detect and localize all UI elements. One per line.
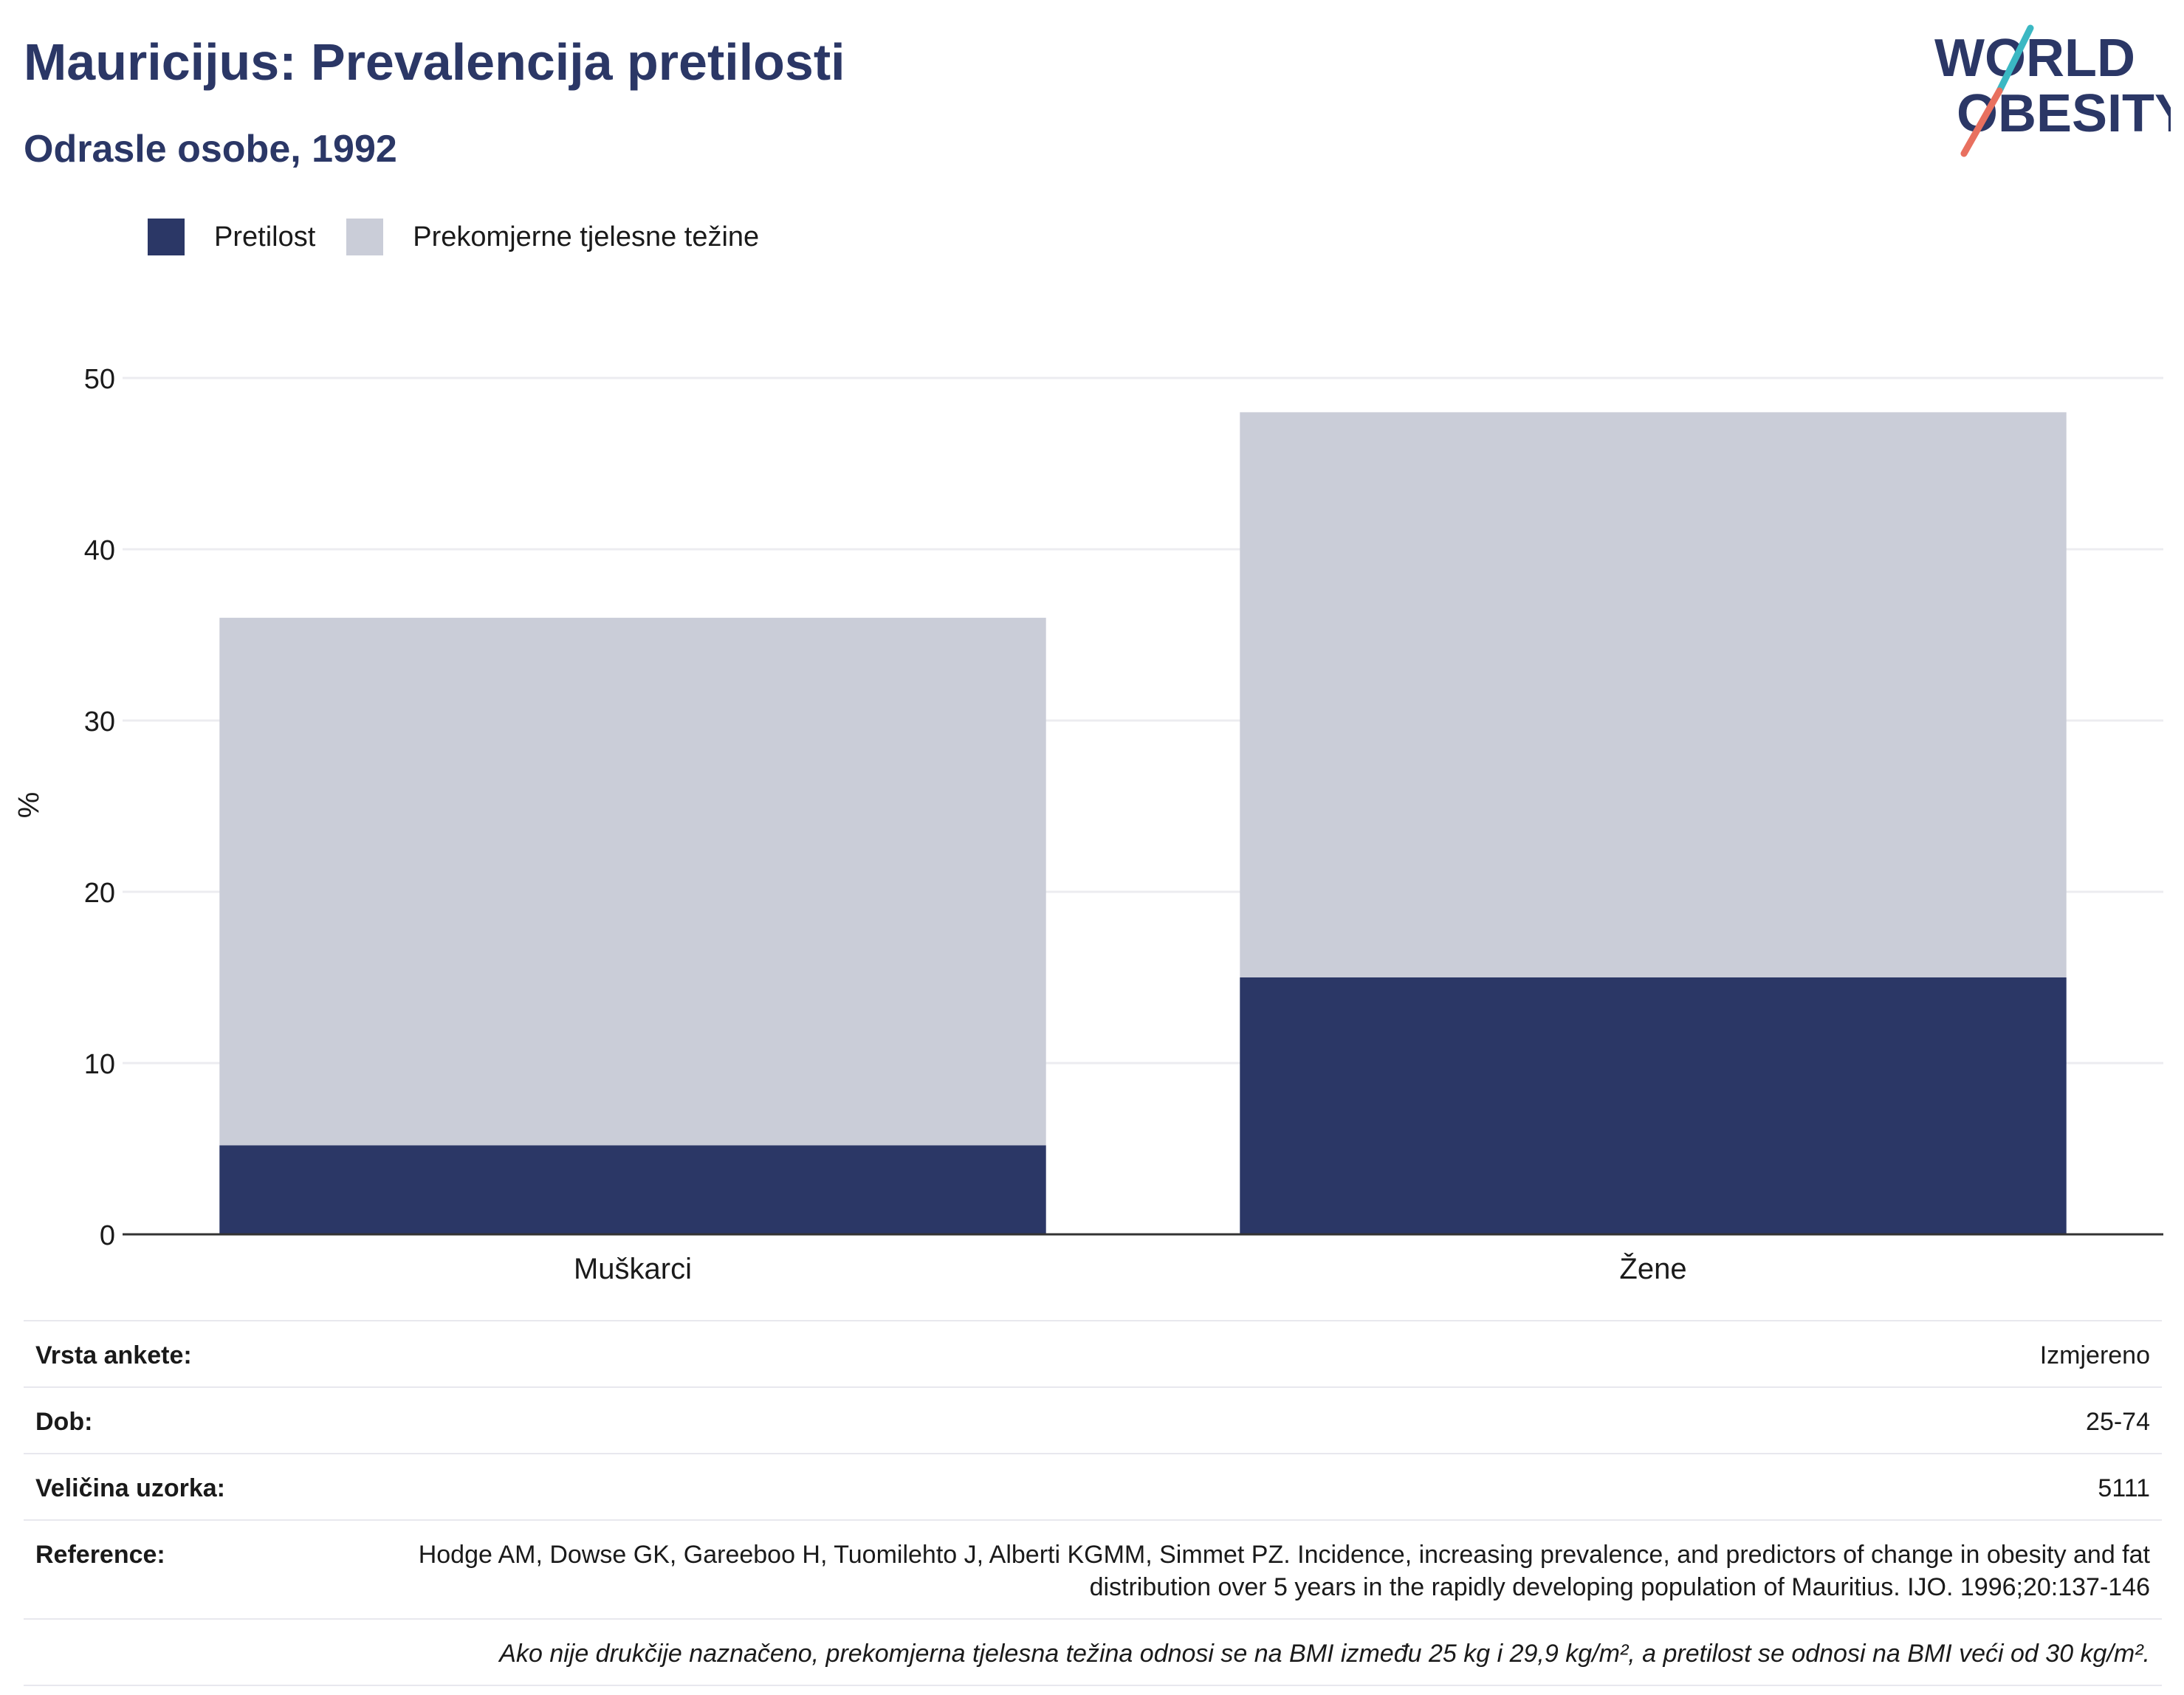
legend-item-obesity[interactable]: Pretilost: [148, 219, 315, 255]
bar-chart: 0 10 20 30 40 50 Muškarci Žene: [84, 364, 2163, 1285]
info-row-survey: Vrsta ankete: Izmjereno: [24, 1320, 2162, 1386]
legend-swatch-obesity: [148, 219, 185, 255]
info-row-note: Ako nije drukčije naznačeno, prekomjerna…: [24, 1618, 2162, 1685]
info-bottom-border: [24, 1685, 2162, 1686]
sample-label: Veličina uzorka:: [35, 1474, 225, 1502]
logo-slash-bottom: [1960, 87, 2003, 157]
bar-overweight-0: [219, 617, 1046, 1146]
y-tick-label-0: 0: [100, 1220, 115, 1251]
legend-label-overweight: Prekomjerne tjelesne težine: [413, 221, 760, 252]
x-tick-label-0: Muškarci: [574, 1253, 692, 1285]
y-tick-label-50: 50: [84, 364, 115, 395]
legend-swatch-overweight: [346, 219, 384, 255]
survey-label: Vrsta ankete:: [35, 1341, 192, 1369]
definition-note: Ako nije drukčije naznačeno, prekomjerna…: [499, 1640, 2150, 1668]
logo-word-2: OBESITY: [1957, 84, 2171, 143]
bar-obesity-1: [1240, 977, 2067, 1234]
legend: Pretilost Prekomjerne tjelesne težine: [148, 219, 790, 255]
legend-item-overweight[interactable]: Prekomjerne tjelesne težine: [346, 219, 759, 255]
page-title: Mauricijus: Prevalencija pretilosti: [24, 33, 845, 91]
reference-value: Hodge AM, Dowse GK, Gareeboo H, Tuomileh…: [418, 1541, 2150, 1601]
x-tick-label-1: Žene: [1619, 1252, 1686, 1285]
y-tick-label-10: 10: [84, 1049, 115, 1080]
info-table: Vrsta ankete: Izmjereno Dob: 25-74 Velič…: [24, 1320, 2162, 1686]
reference-label: Reference:: [35, 1541, 165, 1569]
page-subtitle: Odrasle osobe, 1992: [24, 128, 397, 171]
y-tick-label-20: 20: [84, 878, 115, 909]
logo-word-1: WORLD: [1934, 29, 2135, 88]
survey-value: Izmjereno: [2039, 1341, 2150, 1369]
y-tick-label-30: 30: [84, 706, 115, 738]
world-obesity-logo: WORLD OBESITY: [1934, 24, 2171, 157]
info-row-reference: Reference: Hodge AM, Dowse GK, Gareeboo …: [24, 1519, 2162, 1618]
legend-label-obesity: Pretilost: [214, 221, 316, 252]
y-tick-label-40: 40: [84, 535, 115, 566]
sample-value: 5111: [2098, 1474, 2150, 1502]
age-label: Dob:: [35, 1408, 93, 1436]
bar-overweight-1: [1240, 412, 2067, 977]
logo-slash-top: [1996, 24, 2034, 94]
info-row-sample: Veličina uzorka: 5111: [24, 1453, 2162, 1519]
bar-obesity-0: [219, 1145, 1046, 1234]
info-row-age: Dob: 25-74: [24, 1386, 2162, 1453]
age-value: 25-74: [2086, 1408, 2150, 1436]
